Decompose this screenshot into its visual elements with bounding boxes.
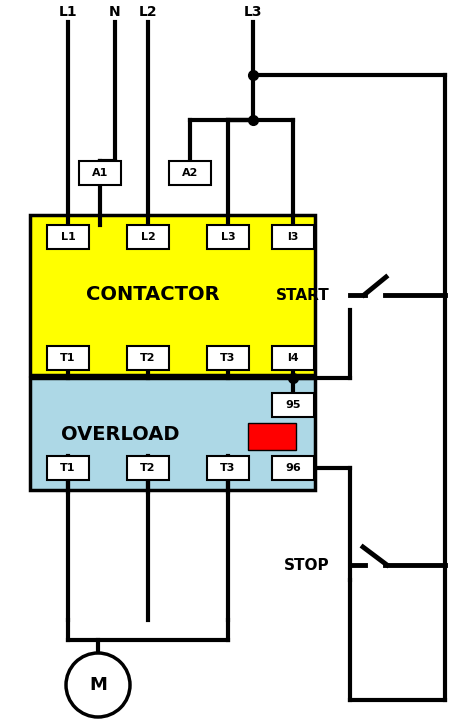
Text: T2: T2 — [140, 353, 156, 363]
Bar — [127, 346, 169, 370]
Bar — [79, 161, 121, 185]
Text: T1: T1 — [60, 463, 76, 473]
Text: A2: A2 — [182, 168, 198, 178]
Text: L2: L2 — [139, 5, 157, 19]
Text: L3: L3 — [244, 5, 262, 19]
Text: T3: T3 — [220, 463, 236, 473]
Bar — [47, 225, 89, 249]
Bar — [47, 456, 89, 480]
Text: L2: L2 — [141, 232, 155, 242]
Bar — [207, 346, 249, 370]
Bar — [207, 456, 249, 480]
Bar — [169, 161, 211, 185]
Text: L3: L3 — [221, 232, 235, 242]
Text: 95: 95 — [285, 400, 301, 410]
Text: STOP: STOP — [284, 557, 330, 573]
Bar — [30, 215, 315, 375]
Bar — [248, 423, 296, 450]
Text: CONTACTOR: CONTACTOR — [86, 285, 219, 305]
Text: A1: A1 — [92, 168, 108, 178]
Text: M: M — [89, 676, 107, 694]
Text: T2: T2 — [140, 463, 156, 473]
Text: L1: L1 — [59, 5, 77, 19]
Bar — [272, 393, 314, 417]
Text: T1: T1 — [60, 353, 76, 363]
Text: START: START — [276, 287, 330, 303]
Bar — [127, 456, 169, 480]
Text: L1: L1 — [61, 232, 75, 242]
Text: 96: 96 — [285, 463, 301, 473]
Bar — [272, 346, 314, 370]
Bar — [30, 378, 315, 490]
Bar — [127, 225, 169, 249]
Text: l3: l3 — [287, 232, 299, 242]
Text: l4: l4 — [287, 353, 299, 363]
Bar — [272, 456, 314, 480]
Bar — [47, 346, 89, 370]
Circle shape — [66, 653, 130, 717]
Text: OVERLOAD: OVERLOAD — [61, 424, 179, 444]
Text: N: N — [109, 5, 121, 19]
Bar — [207, 225, 249, 249]
Bar — [272, 225, 314, 249]
Text: T3: T3 — [220, 353, 236, 363]
